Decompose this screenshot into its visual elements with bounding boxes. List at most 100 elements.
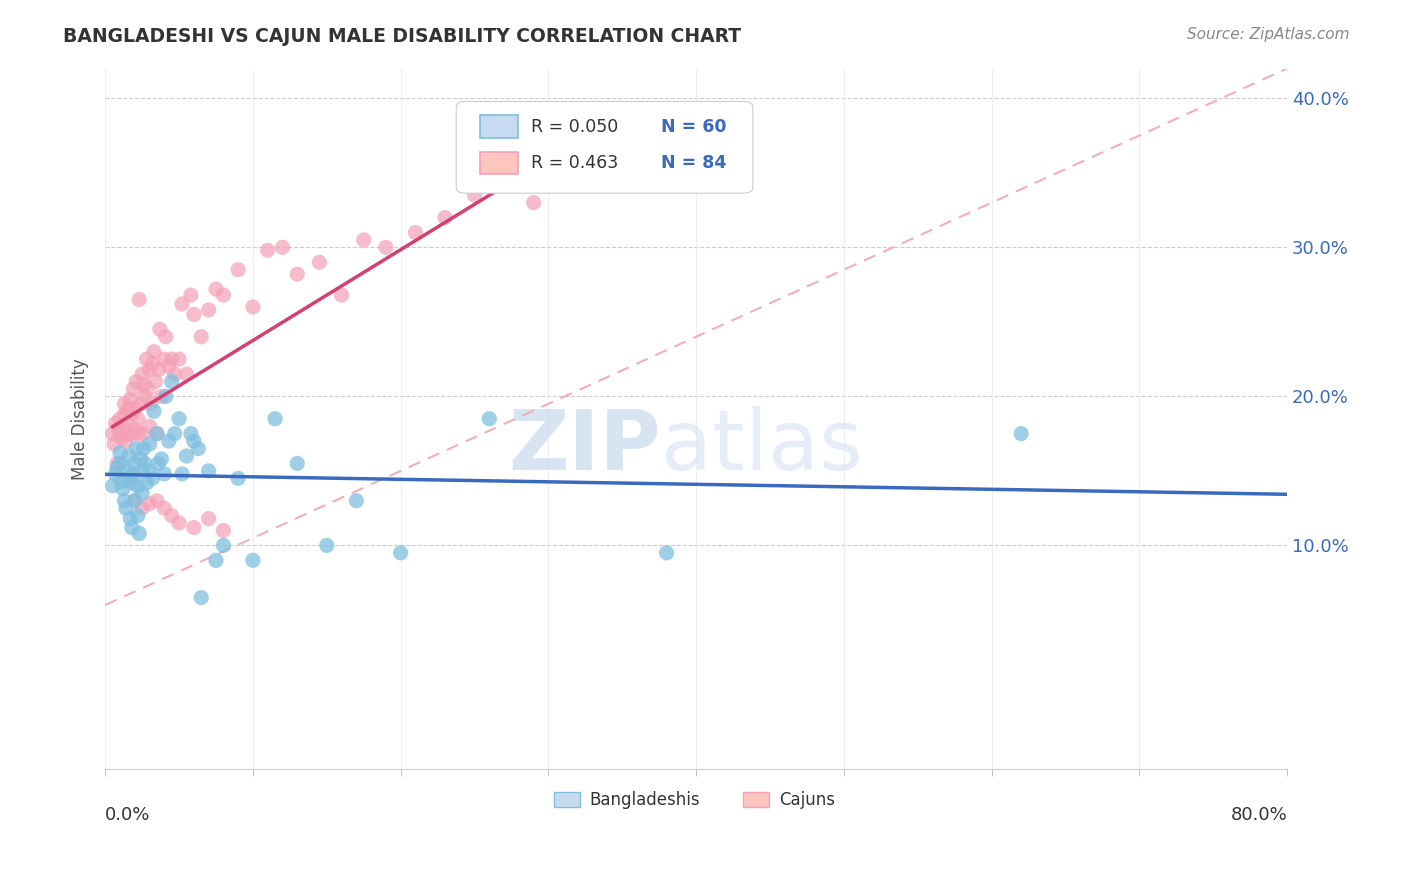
- Text: Cajuns: Cajuns: [779, 791, 835, 809]
- Text: N = 60: N = 60: [661, 118, 725, 136]
- Point: [285, 457, 308, 471]
- Point: [155, 330, 177, 344]
- Point: [180, 426, 202, 441]
- Point: [271, 240, 294, 254]
- Point: [124, 401, 146, 416]
- Point: [582, 144, 605, 158]
- Point: [131, 486, 153, 500]
- Point: [153, 467, 176, 481]
- Point: [205, 553, 228, 567]
- Point: [197, 511, 219, 525]
- Point: [135, 352, 157, 367]
- Point: [121, 407, 143, 421]
- Point: [107, 422, 129, 436]
- Point: [183, 307, 205, 321]
- Point: [125, 442, 148, 456]
- Text: 0.0%: 0.0%: [105, 806, 150, 824]
- Point: [115, 434, 138, 448]
- Point: [170, 467, 193, 481]
- Point: [176, 367, 198, 381]
- Text: R = 0.463: R = 0.463: [530, 154, 617, 172]
- Point: [121, 426, 143, 441]
- Point: [655, 546, 678, 560]
- Point: [404, 226, 426, 240]
- Point: [108, 426, 131, 441]
- Point: [353, 233, 375, 247]
- Point: [127, 479, 149, 493]
- Point: [121, 520, 143, 534]
- Point: [143, 404, 166, 418]
- Point: [264, 411, 287, 425]
- Point: [127, 411, 149, 425]
- Bar: [744, 792, 769, 807]
- Point: [157, 434, 180, 448]
- Point: [108, 411, 131, 425]
- Point: [494, 178, 516, 192]
- Point: [131, 464, 153, 478]
- Point: [127, 426, 149, 441]
- Point: [183, 434, 205, 448]
- Point: [523, 195, 546, 210]
- Point: [128, 293, 150, 307]
- Point: [148, 457, 170, 471]
- Point: [190, 330, 212, 344]
- Point: [141, 471, 163, 485]
- Point: [138, 419, 160, 434]
- Point: [197, 464, 219, 478]
- Point: [146, 426, 169, 441]
- Point: [135, 475, 157, 490]
- Point: [163, 367, 186, 381]
- FancyBboxPatch shape: [456, 102, 752, 194]
- Point: [212, 288, 235, 302]
- Point: [122, 382, 145, 396]
- Point: [160, 352, 183, 367]
- Text: R = 0.050: R = 0.050: [530, 118, 617, 136]
- Point: [138, 497, 160, 511]
- Point: [464, 188, 486, 202]
- Point: [138, 464, 160, 478]
- Point: [112, 407, 135, 421]
- Point: [111, 419, 134, 434]
- Point: [1010, 426, 1032, 441]
- Point: [434, 211, 457, 225]
- Point: [103, 437, 125, 451]
- Point: [330, 288, 353, 302]
- Point: [117, 404, 139, 418]
- Point: [612, 151, 634, 165]
- Point: [157, 359, 180, 374]
- Point: [105, 461, 128, 475]
- Bar: [479, 152, 517, 174]
- Point: [153, 501, 176, 516]
- Point: [226, 471, 249, 485]
- Point: [117, 422, 139, 436]
- Text: N = 84: N = 84: [661, 154, 725, 172]
- Point: [124, 493, 146, 508]
- Text: ZIP: ZIP: [508, 406, 661, 487]
- Point: [187, 442, 209, 456]
- Point: [167, 516, 190, 530]
- Point: [160, 375, 183, 389]
- Point: [242, 553, 264, 567]
- Point: [148, 362, 170, 376]
- Point: [104, 416, 127, 430]
- Point: [136, 382, 159, 396]
- Point: [111, 482, 134, 496]
- Point: [124, 457, 146, 471]
- Point: [176, 449, 198, 463]
- Text: 80.0%: 80.0%: [1230, 806, 1286, 824]
- Point: [285, 267, 308, 281]
- Point: [226, 262, 249, 277]
- Point: [118, 401, 141, 416]
- Point: [129, 452, 152, 467]
- Point: [120, 392, 142, 407]
- Point: [105, 457, 128, 471]
- Point: [104, 467, 127, 481]
- Point: [146, 493, 169, 508]
- Point: [180, 288, 202, 302]
- Point: [553, 166, 575, 180]
- Text: atlas: atlas: [661, 406, 862, 487]
- Point: [150, 389, 173, 403]
- Point: [315, 538, 337, 552]
- Point: [183, 520, 205, 534]
- Point: [138, 362, 160, 376]
